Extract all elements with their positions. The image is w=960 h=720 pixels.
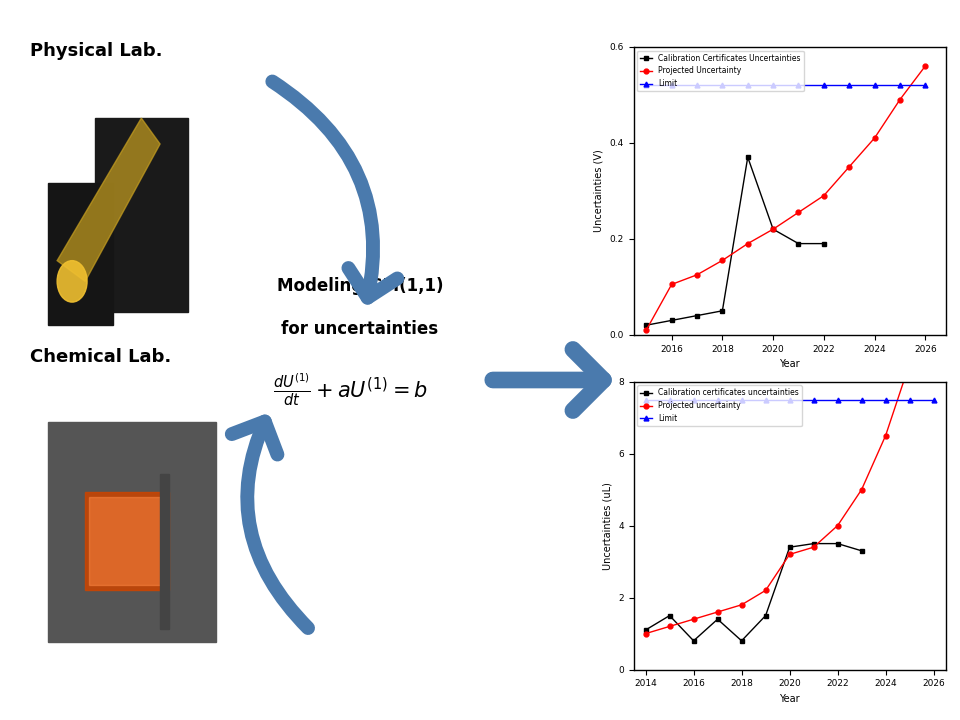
Calibration certificates uncertainties [687, 636, 699, 645]
Calibration Certificates Uncertainties [666, 316, 678, 325]
Limit [640, 81, 652, 89]
Text: Physical Lab.: Physical Lab. [30, 42, 162, 60]
Limit [687, 395, 699, 404]
Polygon shape [58, 118, 160, 282]
Limit [691, 81, 703, 89]
Limit [793, 81, 804, 89]
Projected Uncertainty [666, 280, 678, 289]
Line: Calibration Certificates Uncertainties: Calibration Certificates Uncertainties [644, 155, 827, 328]
Text: $\frac{dU^{(1)}}{dt} + aU^{(1)} = b$: $\frac{dU^{(1)}}{dt} + aU^{(1)} = b$ [273, 372, 427, 408]
Calibration certificates uncertainties [735, 636, 747, 645]
Calibration Certificates Uncertainties [742, 153, 754, 161]
Projected Uncertainty [793, 208, 804, 217]
Limit [759, 395, 771, 404]
Calibration Certificates Uncertainties [818, 239, 829, 248]
Line: Projected Uncertainty: Projected Uncertainty [644, 63, 927, 333]
Projected uncertainty [687, 615, 699, 624]
Projected Uncertainty [818, 192, 829, 200]
Legend: Calibration certificates uncertainties, Projected uncertainty, Limit: Calibration certificates uncertainties, … [637, 385, 802, 426]
Text: Modeling GM(1,1): Modeling GM(1,1) [276, 277, 444, 295]
Projected uncertainty [783, 550, 795, 559]
Limit [742, 81, 754, 89]
Limit [879, 395, 891, 404]
Limit [716, 81, 728, 89]
Calibration certificates uncertainties [807, 539, 819, 548]
Limit [639, 395, 651, 404]
X-axis label: Year: Year [780, 359, 800, 369]
X-axis label: Year: Year [780, 694, 800, 704]
Projected uncertainty [759, 586, 771, 595]
Projected uncertainty [711, 608, 723, 616]
Y-axis label: Uncertainties (uL): Uncertainties (uL) [603, 482, 612, 570]
Projected uncertainty [735, 600, 747, 609]
Limit [663, 395, 675, 404]
Limit [831, 395, 843, 404]
Calibration certificates uncertainties [855, 546, 867, 555]
Line: Limit: Limit [644, 83, 927, 88]
FancyArrowPatch shape [492, 349, 604, 410]
Circle shape [58, 261, 87, 302]
Limit [894, 81, 905, 89]
Limit [783, 395, 795, 404]
Projected Uncertainty [742, 239, 754, 248]
Calibration Certificates Uncertainties [767, 225, 779, 233]
Calibration certificates uncertainties [759, 611, 771, 620]
FancyArrowPatch shape [231, 421, 308, 628]
Projected Uncertainty [894, 95, 905, 104]
Limit [735, 395, 747, 404]
Line: Projected uncertainty: Projected uncertainty [643, 361, 912, 636]
Calibration Certificates Uncertainties [793, 239, 804, 248]
Projected uncertainty [663, 622, 675, 631]
Projected Uncertainty [767, 225, 779, 233]
Projected uncertainty [831, 521, 843, 530]
Bar [89, 497, 166, 585]
Bar [160, 474, 170, 629]
Limit [920, 81, 931, 89]
Projected Uncertainty [640, 325, 652, 334]
Limit [807, 395, 819, 404]
Limit [855, 395, 867, 404]
Text: for uncertainties: for uncertainties [281, 320, 439, 338]
Limit [767, 81, 779, 89]
Bar [48, 422, 216, 642]
Limit [818, 81, 829, 89]
Calibration certificates uncertainties [639, 626, 651, 634]
Calibration certificates uncertainties [711, 615, 723, 624]
Projected uncertainty [807, 543, 819, 552]
Limit [844, 81, 855, 89]
Projected Uncertainty [716, 256, 728, 265]
Calibration certificates uncertainties [831, 539, 843, 548]
Bar [94, 118, 188, 312]
Projected uncertainty [855, 485, 867, 494]
Bar [48, 183, 113, 325]
Projected uncertainty [879, 431, 891, 440]
Projected Uncertainty [844, 163, 855, 171]
Line: Limit: Limit [643, 397, 936, 402]
Bar [85, 492, 169, 590]
Calibration certificates uncertainties [783, 543, 795, 552]
Line: Calibration certificates uncertainties: Calibration certificates uncertainties [643, 541, 864, 643]
Limit [927, 395, 939, 404]
Calibration certificates uncertainties [663, 611, 675, 620]
Projected Uncertainty [920, 62, 931, 71]
Calibration Certificates Uncertainties [691, 311, 703, 320]
Limit [903, 395, 915, 404]
Text: Chemical Lab.: Chemical Lab. [30, 348, 171, 366]
Projected uncertainty [639, 629, 651, 638]
Calibration Certificates Uncertainties [640, 321, 652, 330]
Projected Uncertainty [691, 271, 703, 279]
Limit [666, 81, 678, 89]
Projected Uncertainty [869, 134, 880, 143]
Legend: Calibration Certificates Uncertainties, Projected Uncertainty, Limit: Calibration Certificates Uncertainties, … [637, 50, 804, 91]
Limit [869, 81, 880, 89]
Projected uncertainty [903, 359, 915, 368]
Limit [711, 395, 723, 404]
Y-axis label: Uncertainties (V): Uncertainties (V) [594, 150, 604, 232]
Calibration Certificates Uncertainties [716, 307, 728, 315]
FancyArrowPatch shape [273, 81, 397, 297]
